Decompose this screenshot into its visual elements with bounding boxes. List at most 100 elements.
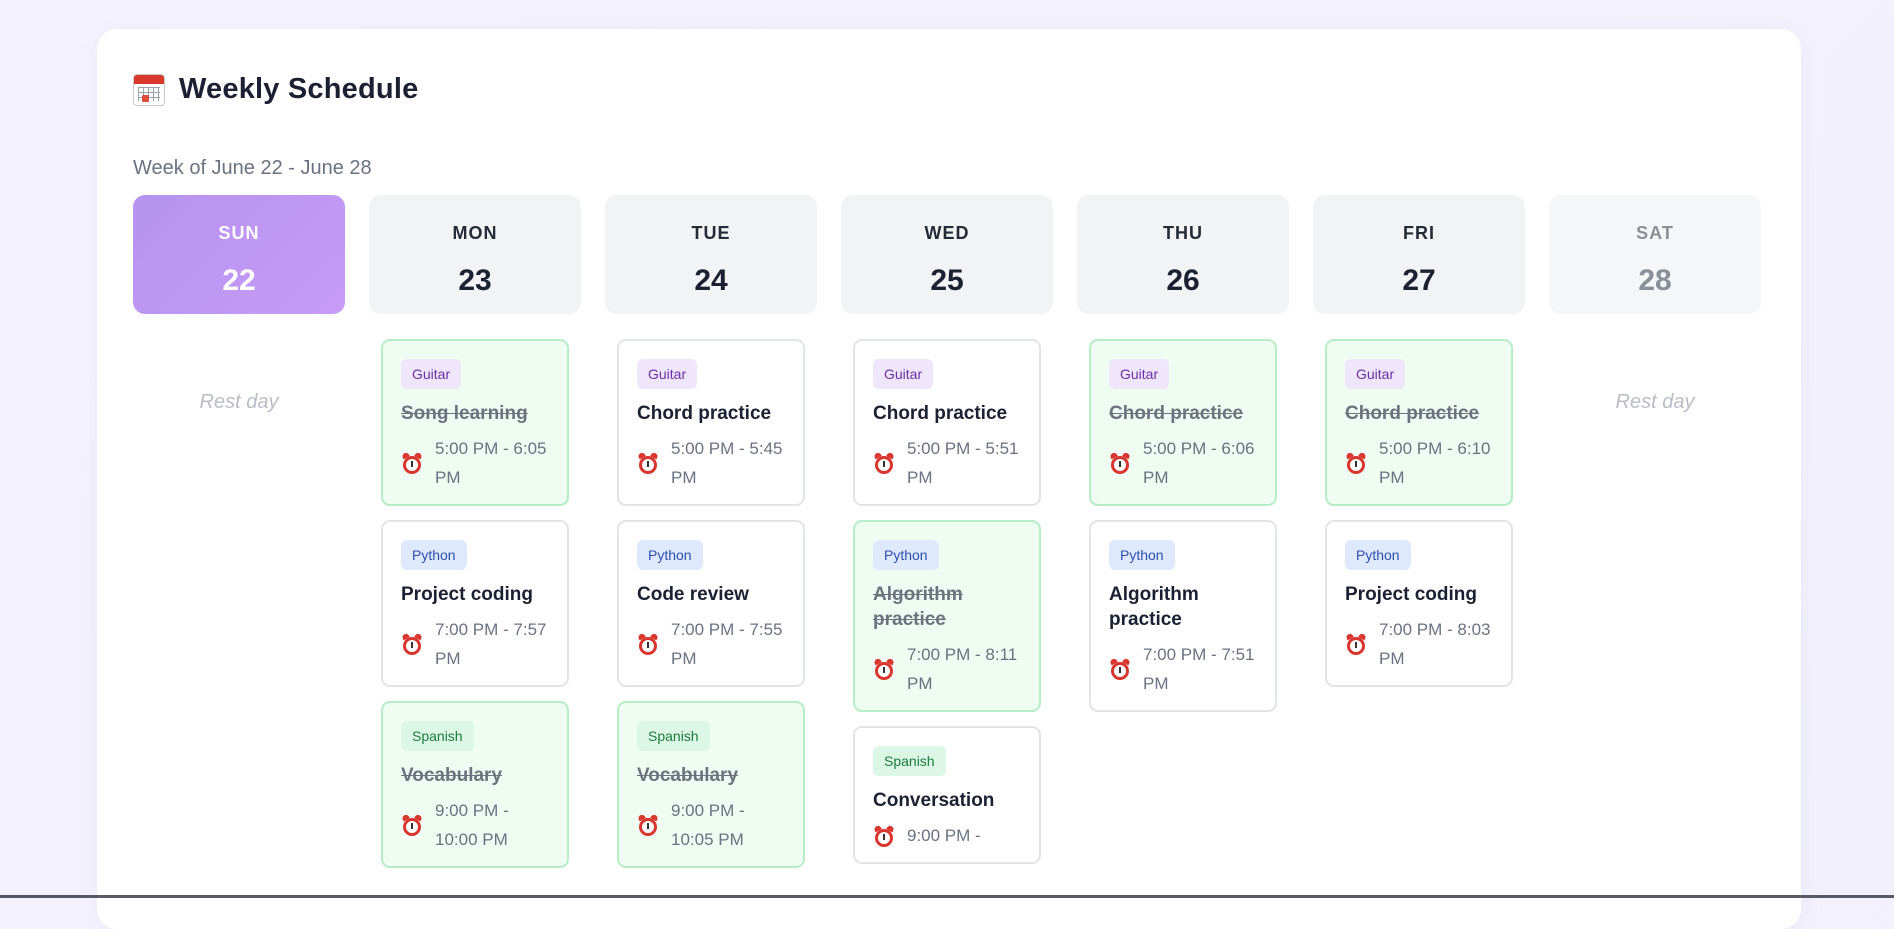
task-time-row: 7:00 PM - 7:51 PM <box>1109 640 1257 698</box>
alarm-clock-icon <box>1345 632 1367 655</box>
alarm-clock-icon <box>401 813 423 836</box>
task-title: Project coding <box>401 584 533 605</box>
task-time: 9:00 PM - 10:00 PM <box>435 801 509 849</box>
alarm-clock-icon <box>401 632 423 655</box>
task-title: Algorithm practice <box>1109 584 1199 630</box>
alarm-clock-icon <box>637 632 659 655</box>
day-column-tue: Guitar Chord practice 5:00 PM - 5:45 PM Pyt… <box>605 314 817 882</box>
task-title: Chord practice <box>1109 403 1244 424</box>
day-header-sat[interactable]: SAT 28 <box>1549 195 1761 314</box>
day-header-thu[interactable]: THU 26 <box>1077 195 1289 314</box>
alarm-clock-icon <box>1345 451 1367 474</box>
task-time: 7:00 PM - 8:11 PM <box>907 645 1018 693</box>
category-tag: Python <box>873 540 939 570</box>
task-card[interactable]: Python Code review 7:00 PM - 7:55 PM <box>617 520 805 687</box>
day-column-thu: Guitar Chord practice 5:00 PM - 6:06 PM Pyt… <box>1077 314 1289 882</box>
category-tag: Python <box>637 540 703 570</box>
category-tag: Guitar <box>637 359 698 389</box>
task-time: 7:00 PM - 8:03 PM <box>1379 620 1491 668</box>
task-time-row: 7:00 PM - 7:57 PM <box>401 615 549 673</box>
header: Weekly Schedule <box>133 73 418 106</box>
alarm-clock-icon <box>873 451 895 474</box>
day-name: SUN <box>218 223 260 243</box>
category-tag: Guitar <box>873 359 934 389</box>
alarm-clock-icon <box>873 657 895 680</box>
task-title: Code review <box>637 584 749 605</box>
task-time: 7:00 PM - 7:51 PM <box>1143 645 1255 693</box>
alarm-clock-icon <box>1109 451 1131 474</box>
task-time-row: 9:00 PM - <box>873 821 1021 850</box>
task-card[interactable]: Spanish Vocabulary 9:00 PM - 10:00 PM <box>381 701 569 868</box>
task-time-row: 9:00 PM - 10:05 PM <box>637 796 785 854</box>
task-time-row: 5:00 PM - 6:10 PM <box>1345 434 1493 492</box>
day-header-mon[interactable]: MON 23 <box>369 195 581 314</box>
task-card[interactable]: Spanish Vocabulary 9:00 PM - 10:05 PM <box>617 701 805 868</box>
alarm-clock-icon <box>873 824 895 847</box>
day-name: WED <box>924 223 970 243</box>
category-tag: Spanish <box>637 721 710 751</box>
task-title: Song learning <box>401 403 528 424</box>
day-name: SAT <box>1636 223 1674 243</box>
task-title: Chord practice <box>637 403 772 424</box>
day-header-fri[interactable]: FRI 27 <box>1313 195 1525 314</box>
task-card[interactable]: Guitar Chord practice 5:00 PM - 5:45 PM <box>617 339 805 506</box>
task-time-row: 5:00 PM - 6:05 PM <box>401 434 549 492</box>
task-card[interactable]: Python Algorithm practice 7:00 PM - 7:51 P… <box>1089 520 1277 712</box>
task-title: Chord practice <box>873 403 1008 424</box>
task-time-row: 9:00 PM - 10:00 PM <box>401 796 549 854</box>
task-card[interactable]: Spanish Conversation 9:00 PM - <box>853 726 1041 864</box>
day-number: 26 <box>1166 264 1200 297</box>
day-name: FRI <box>1403 223 1435 243</box>
task-title: Chord practice <box>1345 403 1480 424</box>
alarm-clock-icon <box>637 813 659 836</box>
task-card[interactable]: Guitar Chord practice 5:00 PM - 6:06 PM <box>1089 339 1277 506</box>
window-bottom-edge <box>0 895 1894 898</box>
rest-day-label: Rest day <box>1615 391 1695 413</box>
alarm-clock-icon <box>401 451 423 474</box>
task-time: 5:00 PM - 6:06 PM <box>1143 439 1255 487</box>
task-card[interactable]: Python Project coding 7:00 PM - 7:57 PM <box>381 520 569 687</box>
task-title: Project coding <box>1345 584 1477 605</box>
task-title: Conversation <box>873 790 995 811</box>
day-name: THU <box>1163 223 1203 243</box>
day-name: MON <box>452 223 498 243</box>
week-range: Week of June 22 - June 28 <box>133 157 372 179</box>
task-time-row: 7:00 PM - 8:11 PM <box>873 640 1021 698</box>
week-grid: SUN 22 MON 23 TUE 24 WED 25 THU 26 FRI 27 SAT 28 Rest … <box>133 195 1765 882</box>
task-card[interactable]: Python Algorithm practice 7:00 PM - 8:11 P… <box>853 520 1041 712</box>
category-tag: Guitar <box>1345 359 1406 389</box>
task-time: 9:00 PM - <box>907 826 981 845</box>
day-number: 22 <box>222 264 256 297</box>
day-header-tue[interactable]: TUE 24 <box>605 195 817 314</box>
task-time: 9:00 PM - 10:05 PM <box>671 801 745 849</box>
task-card[interactable]: Guitar Song learning 5:00 PM - 6:05 PM <box>381 339 569 506</box>
task-title: Algorithm practice <box>873 584 963 630</box>
category-tag: Guitar <box>1109 359 1170 389</box>
task-time: 5:00 PM - 6:05 PM <box>435 439 547 487</box>
day-header-sun[interactable]: SUN 22 <box>133 195 345 314</box>
category-tag: Guitar <box>401 359 462 389</box>
category-tag: Spanish <box>873 746 946 776</box>
category-tag: Spanish <box>401 721 474 751</box>
page-title: Weekly Schedule <box>179 73 419 105</box>
task-card[interactable]: Python Project coding 7:00 PM - 8:03 PM <box>1325 520 1513 687</box>
category-tag: Python <box>1345 540 1411 570</box>
day-column-mon: Guitar Song learning 5:00 PM - 6:05 PM Pyth… <box>369 314 581 882</box>
rest-day-label: Rest day <box>199 391 279 413</box>
task-time: 7:00 PM - 7:57 PM <box>435 620 547 668</box>
day-name: TUE <box>691 223 731 243</box>
schedule-panel: Weekly Schedule Week of June 22 - June 2… <box>97 29 1801 929</box>
task-card[interactable]: Guitar Chord practice 5:00 PM - 5:51 PM <box>853 339 1041 506</box>
task-time-row: 5:00 PM - 6:06 PM <box>1109 434 1257 492</box>
day-column-sun: Rest day <box>133 314 345 882</box>
alarm-clock-icon <box>637 451 659 474</box>
task-time: 5:00 PM - 5:51 PM <box>907 439 1019 487</box>
day-column-wed: Guitar Chord practice 5:00 PM - 5:51 PM Pyt… <box>841 314 1053 882</box>
alarm-clock-icon <box>1109 657 1131 680</box>
task-card[interactable]: Guitar Chord practice 5:00 PM - 6:10 PM <box>1325 339 1513 506</box>
task-time-row: 5:00 PM - 5:45 PM <box>637 434 785 492</box>
task-title: Vocabulary <box>401 765 503 786</box>
task-time: 5:00 PM - 5:45 PM <box>671 439 783 487</box>
day-header-wed[interactable]: WED 25 <box>841 195 1053 314</box>
day-number: 27 <box>1402 264 1436 297</box>
